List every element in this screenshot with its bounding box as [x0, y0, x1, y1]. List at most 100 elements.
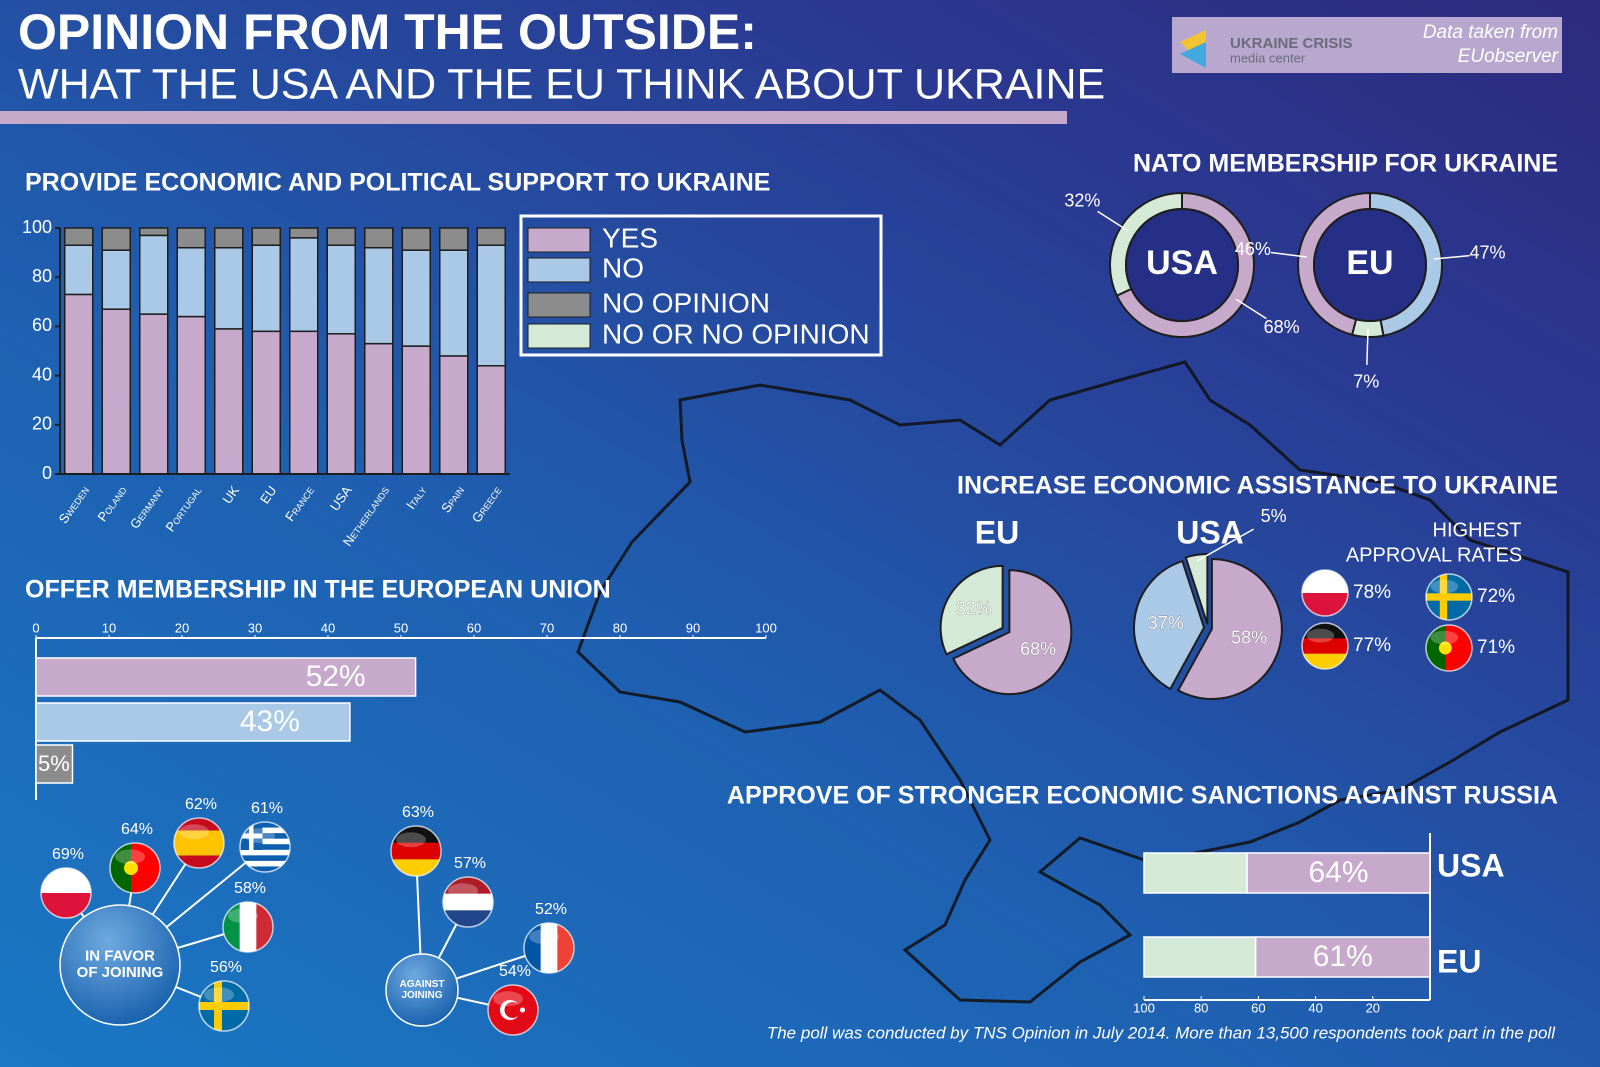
- flag-ring: [523, 922, 575, 974]
- source-line: Data taken from: [1423, 22, 1558, 43]
- bar-segment: [439, 249, 469, 357]
- bar: [35, 702, 351, 742]
- flag-part: [1302, 623, 1348, 639]
- bar-segment: [401, 249, 431, 347]
- flag-shine: [1306, 628, 1335, 643]
- x-tick-label: 50: [394, 620, 408, 635]
- bar-segment: [251, 244, 281, 333]
- value-label: 32%: [1064, 191, 1100, 211]
- bar-segment: [476, 365, 506, 475]
- bubble-value: 61%: [251, 800, 283, 817]
- bar-segment: [364, 246, 394, 345]
- flag-part: [214, 981, 222, 1031]
- bar-segment: [364, 342, 394, 475]
- x-tick-label: France: [282, 483, 317, 524]
- flag-part: [1302, 638, 1348, 655]
- flag-part: [240, 833, 290, 840]
- flag-shine: [493, 991, 523, 1007]
- bar-segment: [214, 246, 244, 330]
- legend-label: NO: [602, 252, 644, 283]
- x-tick-label: Greece: [469, 483, 505, 525]
- y-tick-label: 80: [32, 266, 52, 286]
- bar-segment: [439, 227, 469, 251]
- legend-label: NO OPINION: [602, 287, 770, 318]
- chart-title: INCREASE ECONOMIC ASSISTANCE TO UKRAINE: [957, 472, 1558, 500]
- chart-title: APPROVE OF STRONGER ECONOMIC SANCTIONS A…: [727, 782, 1558, 810]
- flag-shine: [448, 883, 478, 899]
- bubble-value: 63%: [402, 804, 434, 821]
- value-label: 64%: [1308, 856, 1368, 889]
- bubble-value: 57%: [454, 855, 486, 872]
- legend-label: NO OR NO OPINION: [602, 318, 870, 349]
- x-tick-label: Sweden: [56, 483, 92, 526]
- bubble-value: 64%: [121, 821, 153, 838]
- x-tick-label: Germany: [127, 483, 167, 531]
- x-tick-label: 100: [755, 620, 777, 635]
- logo-tagline: media center: [1230, 50, 1306, 65]
- flag-part: [240, 833, 263, 839]
- approval-value: 77%: [1353, 635, 1391, 656]
- bar-segment: [476, 244, 506, 367]
- bar-segment: [101, 249, 131, 310]
- flag-ring: [198, 980, 250, 1032]
- donut-center-label: USA: [1146, 244, 1218, 282]
- bar-segment: [214, 328, 244, 475]
- chart-title: PROVIDE ECONOMIC AND POLITICAL SUPPORT T…: [25, 169, 770, 197]
- bar-segment: [64, 227, 94, 246]
- bar-segment: [439, 355, 469, 475]
- flag-shine: [1306, 575, 1335, 590]
- approval-value: 71%: [1477, 637, 1515, 658]
- leader-line: [1235, 298, 1267, 320]
- flag: [199, 981, 249, 1031]
- pie-group-label: USA: [1176, 514, 1244, 550]
- flag-part: [1438, 641, 1452, 655]
- flag-part: [391, 826, 441, 844]
- header-rule: [0, 111, 1067, 124]
- flag: [1302, 570, 1348, 616]
- bubble-value: 58%: [234, 880, 266, 897]
- bubble: [59, 904, 181, 1026]
- value-label: 46%: [1235, 239, 1271, 259]
- flag-part: [1302, 570, 1348, 594]
- y-tick-label: 20: [32, 414, 52, 434]
- value-label: 61%: [1313, 940, 1373, 973]
- bar-segment: [176, 315, 206, 475]
- bar-segment: [289, 227, 319, 239]
- pie-slice: [1184, 553, 1209, 625]
- bar-segment: [139, 313, 169, 475]
- value-label: 37%: [1148, 613, 1184, 633]
- y-tick-label: 40: [32, 364, 52, 384]
- flag-shine: [529, 929, 559, 945]
- x-tick-label: Portugal: [162, 483, 204, 534]
- pie-slice: [939, 564, 1004, 656]
- flag: [524, 923, 574, 973]
- flag-part: [240, 866, 290, 872]
- leader-line: [1366, 328, 1369, 365]
- value-label: 5%: [38, 751, 70, 776]
- logo-name: UKRAINE CRISIS: [1230, 35, 1353, 52]
- flag-part: [240, 822, 290, 829]
- approval-value: 78%: [1353, 582, 1391, 603]
- chart-title: OFFER MEMBERSHIP IN THE EUROPEAN UNION: [25, 576, 611, 604]
- flag-ring: [442, 876, 494, 928]
- category-label: USA: [1437, 847, 1505, 883]
- x-tick-label: Italy: [403, 483, 430, 512]
- bubble-label: OF JOINING: [77, 964, 164, 981]
- value-label: 32%: [956, 598, 992, 618]
- flag-shine: [179, 824, 209, 840]
- flag-part: [443, 877, 493, 895]
- bar-segment: [401, 227, 431, 251]
- leader-line: [1270, 251, 1307, 258]
- flag-part: [240, 827, 290, 834]
- bar-segment: [289, 237, 319, 333]
- bar-segment: [214, 227, 244, 249]
- flag-part: [520, 1007, 525, 1013]
- flag-ring: [1425, 573, 1473, 621]
- value-label: 68%: [1020, 639, 1056, 659]
- flag: [488, 985, 538, 1035]
- bubble-value: 56%: [210, 959, 242, 976]
- flag-part: [1302, 593, 1348, 616]
- header-subtitle: WHAT THE USA AND THE EU THINK ABOUT UKRA…: [18, 60, 1105, 108]
- flag-shine: [46, 874, 76, 890]
- legend-swatch: [527, 323, 591, 349]
